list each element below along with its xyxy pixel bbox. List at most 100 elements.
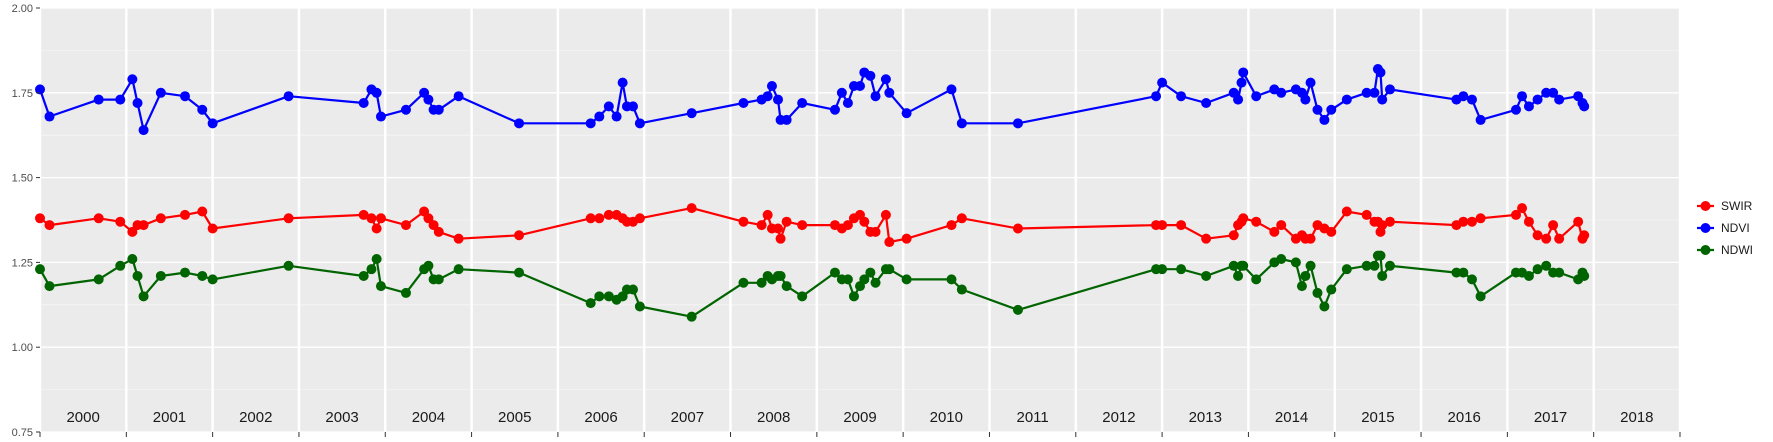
data-point <box>207 223 218 234</box>
data-point <box>585 298 596 309</box>
data-point <box>594 213 605 224</box>
data-point <box>1384 216 1395 227</box>
data-point <box>773 94 783 105</box>
data-point <box>603 101 614 112</box>
data-point <box>775 233 786 244</box>
data-point <box>1458 216 1469 227</box>
data-point <box>375 281 386 292</box>
data-point <box>880 209 891 220</box>
data-point <box>44 220 55 231</box>
data-point <box>1361 209 1372 220</box>
data-point <box>1326 226 1337 237</box>
series-ndwi <box>35 250 1590 322</box>
data-point <box>375 213 386 224</box>
data-point <box>283 213 294 224</box>
data-point <box>836 87 847 98</box>
data-point <box>283 91 294 102</box>
data-point <box>132 97 143 108</box>
data-point <box>1532 230 1543 241</box>
data-point <box>842 274 853 285</box>
data-point <box>634 301 645 312</box>
data-point <box>453 264 464 275</box>
y-tick-label: 1.75 <box>12 88 33 100</box>
year-label: 2011 <box>1016 409 1048 426</box>
data-point <box>773 223 783 234</box>
data-point <box>1361 260 1372 271</box>
data-point <box>956 284 967 295</box>
data-point <box>634 213 645 224</box>
data-point <box>1305 260 1316 271</box>
data-point <box>1290 257 1301 268</box>
data-point <box>197 206 208 217</box>
year-label: 2002 <box>239 409 272 426</box>
data-point <box>603 291 614 302</box>
data-point <box>1151 91 1162 102</box>
data-point <box>127 254 138 265</box>
data-point <box>1377 220 1388 231</box>
legend-item-ndwi: NDWI <box>1697 243 1753 257</box>
data-point <box>1233 94 1244 105</box>
data-point <box>946 274 957 285</box>
year-label: 2005 <box>498 409 531 426</box>
data-point <box>1319 301 1330 312</box>
data-point <box>829 267 840 278</box>
y-tick-label: 1.00 <box>12 342 33 354</box>
data-point <box>44 281 55 292</box>
data-point <box>358 270 369 281</box>
data-point <box>880 74 891 85</box>
year-label: 2014 <box>1275 409 1308 426</box>
series-swir <box>35 203 1590 248</box>
data-point <box>611 111 622 122</box>
data-point <box>371 254 382 265</box>
data-point <box>956 213 967 224</box>
data-point <box>617 77 628 88</box>
data-point <box>1384 260 1395 271</box>
data-point <box>781 216 792 227</box>
data-point <box>865 70 876 81</box>
data-point <box>400 220 411 231</box>
data-point <box>585 118 596 129</box>
data-point <box>1541 260 1552 271</box>
y-tick-label: 0.75 <box>12 427 33 439</box>
data-point <box>1517 91 1528 102</box>
data-point <box>1176 264 1187 275</box>
data-point <box>1341 94 1352 105</box>
year-label: 2016 <box>1448 409 1481 426</box>
data-point <box>1511 104 1521 115</box>
data-point <box>1251 216 1262 227</box>
data-point <box>946 84 957 95</box>
data-point <box>514 118 525 129</box>
data-point <box>686 108 697 119</box>
data-point <box>594 291 605 302</box>
data-point <box>1523 270 1534 281</box>
data-point <box>207 118 218 129</box>
data-point <box>423 94 434 105</box>
data-point <box>1305 77 1316 88</box>
data-point <box>207 274 218 285</box>
data-point <box>1384 84 1395 95</box>
data-point <box>423 213 434 224</box>
data-point <box>1157 264 1168 275</box>
data-point <box>35 213 45 224</box>
data-point <box>1554 267 1565 278</box>
data-point <box>1238 213 1249 224</box>
legend-item-swir: SWIR <box>1697 199 1753 213</box>
data-point <box>686 203 697 214</box>
data-point <box>127 74 138 85</box>
data-point <box>1312 104 1323 115</box>
data-point <box>1475 291 1486 302</box>
legend-key-marker <box>1700 223 1711 233</box>
legend-key-marker <box>1700 245 1711 255</box>
data-point <box>1369 87 1380 98</box>
data-point <box>1012 223 1023 234</box>
data-point <box>603 209 614 220</box>
data-point <box>138 291 149 302</box>
data-point <box>738 97 749 108</box>
data-point <box>859 216 870 227</box>
year-label: 2017 <box>1534 409 1567 426</box>
year-label: 2001 <box>153 409 186 426</box>
data-point <box>44 111 55 122</box>
data-point <box>1236 77 1247 88</box>
data-point <box>738 277 749 288</box>
data-point <box>1228 230 1239 241</box>
